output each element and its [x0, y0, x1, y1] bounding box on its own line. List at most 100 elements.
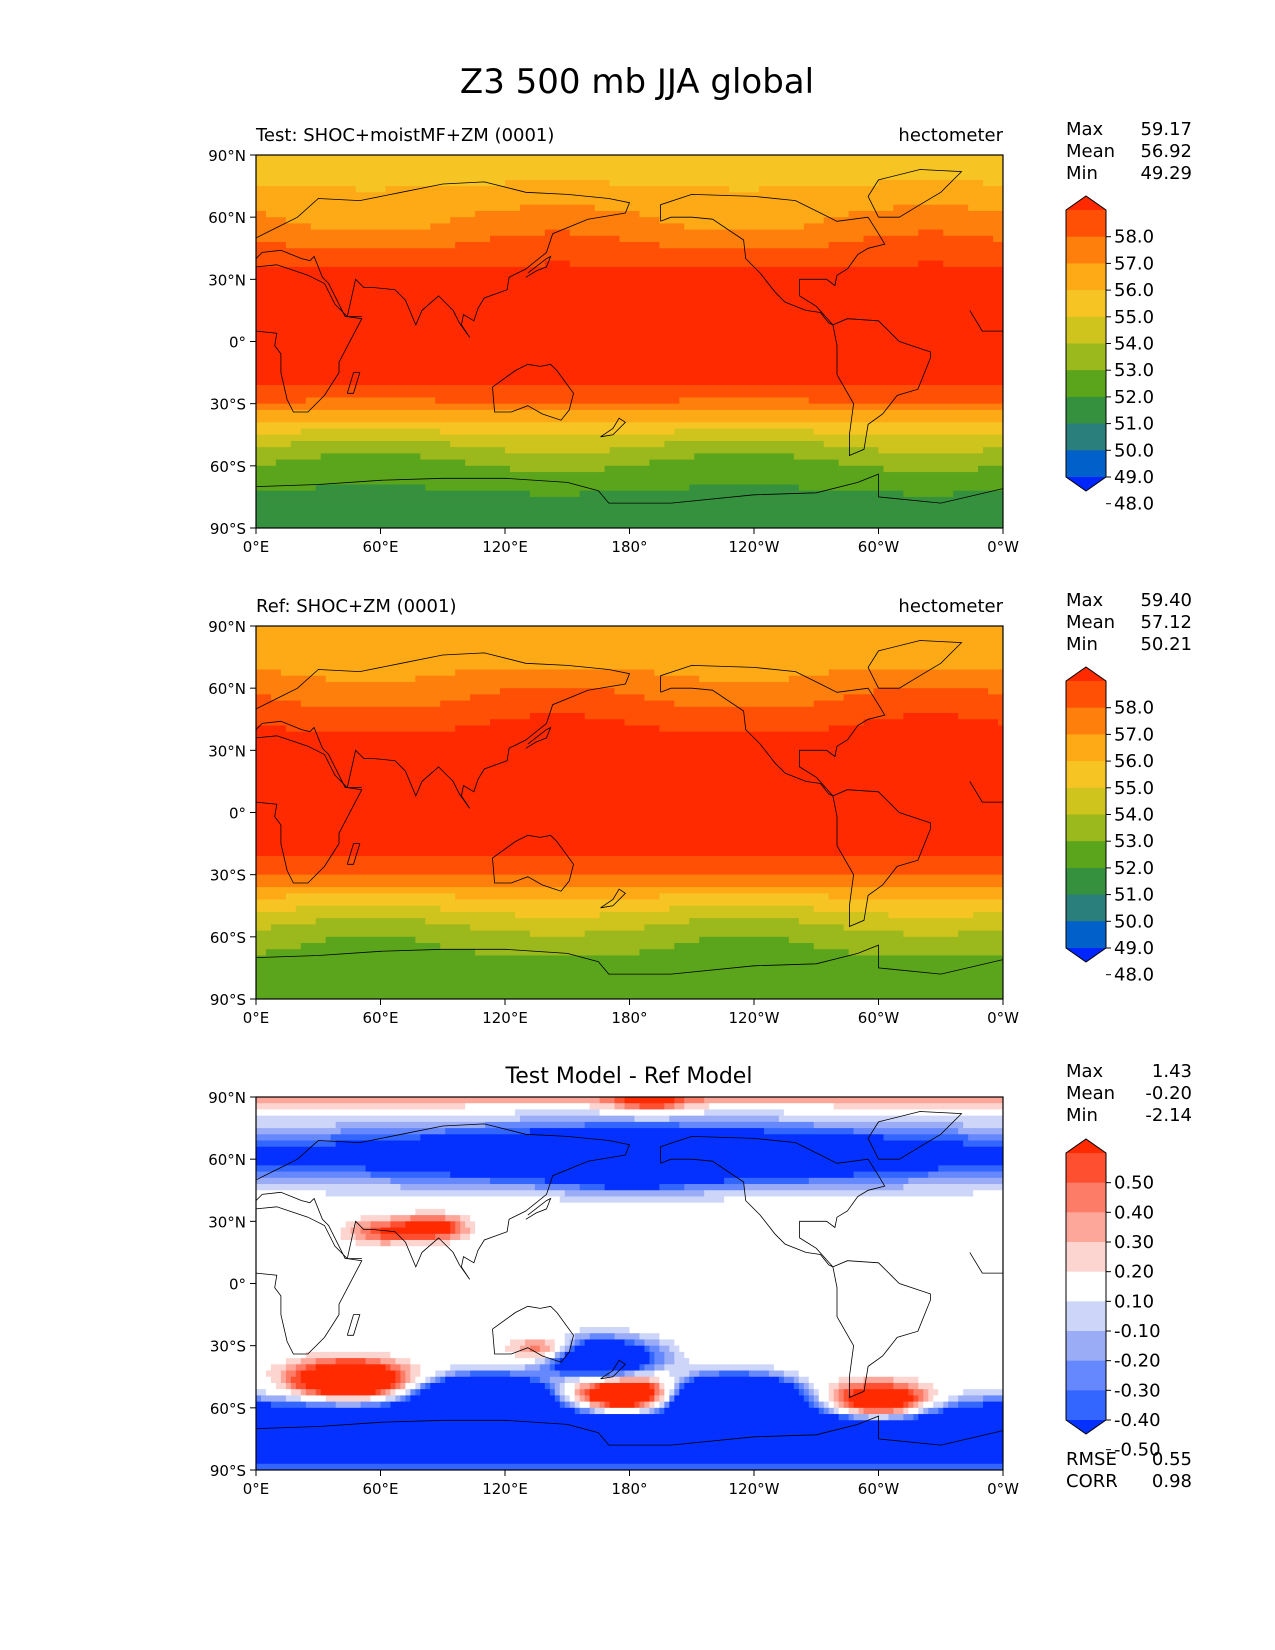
field-cell: [256, 440, 292, 448]
field-cell: [943, 229, 1003, 237]
field-cell: [256, 843, 1003, 851]
colorbar-tick-label: 54.0: [1114, 805, 1154, 826]
field-cell: [788, 936, 1003, 944]
field-cell: [440, 905, 670, 913]
field-cell: [300, 428, 441, 436]
field-cell: [285, 893, 456, 901]
field-cell: [440, 700, 675, 708]
field-cell: [564, 1190, 705, 1198]
field-cell: [256, 1271, 1003, 1278]
field-cell: [256, 161, 1003, 169]
field-cell: [375, 1389, 382, 1396]
field-cell: [674, 1376, 680, 1384]
field-cell: [370, 1395, 387, 1403]
field-cell: [689, 1358, 1003, 1365]
field-cell: [634, 1401, 641, 1409]
field-cell: [380, 1233, 436, 1241]
field-cell: [818, 1407, 825, 1415]
field-cell: [674, 1395, 805, 1403]
field-cell: [614, 688, 875, 695]
field-cell: [256, 1395, 262, 1403]
field-cell: [305, 1364, 317, 1372]
coastline: [256, 652, 631, 809]
coastline: [969, 781, 1003, 803]
field-cell: [564, 1333, 576, 1341]
field-cell: [256, 905, 297, 913]
field-cell: [549, 1364, 556, 1372]
field-cell: [584, 1339, 626, 1347]
field-cell: [813, 1389, 820, 1396]
field-cell: [609, 179, 880, 187]
field-cell: [256, 632, 1003, 640]
field-cell: [564, 1345, 571, 1353]
field-cell: [256, 657, 1003, 664]
coastlines: [256, 169, 1003, 504]
field-cell: [579, 1327, 631, 1334]
field-cell: [256, 1177, 392, 1185]
field-cell: [256, 986, 1003, 994]
field-cell: [365, 1165, 939, 1173]
field-cell: [539, 1376, 551, 1384]
field-cell: [470, 924, 646, 932]
field-cell: [445, 1208, 1003, 1216]
field-cell: [948, 1395, 959, 1403]
field-cell: [275, 459, 466, 467]
field-cell: [853, 1128, 959, 1135]
colorbar-extend-min: [1066, 948, 1106, 962]
field-cell: [265, 1370, 282, 1378]
coastline: [346, 1314, 361, 1336]
field-cell: [410, 1376, 416, 1384]
field-cell: [664, 1364, 775, 1372]
field-cell: [256, 812, 1003, 820]
field-cell: [564, 1376, 581, 1384]
field-cell: [838, 1414, 850, 1421]
field-cell: [256, 856, 1003, 863]
field-cell: [938, 1389, 964, 1396]
field-cell: [644, 1401, 651, 1409]
field-cell: [425, 1376, 431, 1384]
field-cell: [659, 217, 825, 224]
field-cell: [833, 1401, 840, 1409]
field-cell: [430, 1382, 546, 1390]
panel-ref-units: hectometer: [898, 596, 1003, 617]
field-cell: [256, 1345, 506, 1353]
field-cell: [838, 1382, 850, 1390]
field-cell: [256, 756, 1003, 764]
figure-title: Z3 500 mb JJA global: [460, 62, 814, 102]
field-cell: [390, 1239, 451, 1247]
colorbar-tick-label: 51.0: [1114, 414, 1154, 435]
panel-test-stats: Max 59.17 Mean 56.92 Min 49.29: [1066, 119, 1192, 184]
field-cell: [256, 217, 287, 224]
field-cell: [450, 440, 665, 448]
lat-tick-label: 90°N: [208, 147, 246, 165]
field-cell: [256, 254, 1003, 262]
field-cell: [918, 229, 944, 237]
field-cell: [529, 1376, 541, 1384]
field-cell: [569, 1401, 576, 1409]
field-cell: [390, 1401, 561, 1409]
colorbar-extend-max: [1066, 667, 1106, 681]
field-cell: [674, 1097, 685, 1104]
coastline: [600, 1359, 627, 1380]
field-cell: [509, 465, 606, 473]
field-cell: [256, 273, 1003, 280]
colorbar-extend-max: [1066, 196, 1106, 210]
field-cell: [584, 1395, 591, 1403]
field-cell: [300, 700, 441, 708]
field-cell: [300, 1395, 327, 1403]
field-cell: [256, 391, 1003, 399]
field-cell: [505, 179, 611, 187]
field-cell: [395, 1389, 406, 1396]
field-cell: [256, 428, 302, 436]
field-cell: [579, 1401, 591, 1409]
field-cell: [256, 669, 282, 677]
field-cell: [664, 1401, 670, 1409]
field-cell: [256, 961, 1003, 969]
lat-tick-label: 60°N: [208, 1151, 246, 1169]
field-cell: [370, 1171, 451, 1179]
colorbar-tick-label: 57.0: [1114, 724, 1154, 745]
field-cell: [256, 1364, 272, 1372]
field-cell: [420, 1364, 451, 1372]
field-cell: [256, 223, 312, 231]
field-cell: [833, 1389, 840, 1396]
